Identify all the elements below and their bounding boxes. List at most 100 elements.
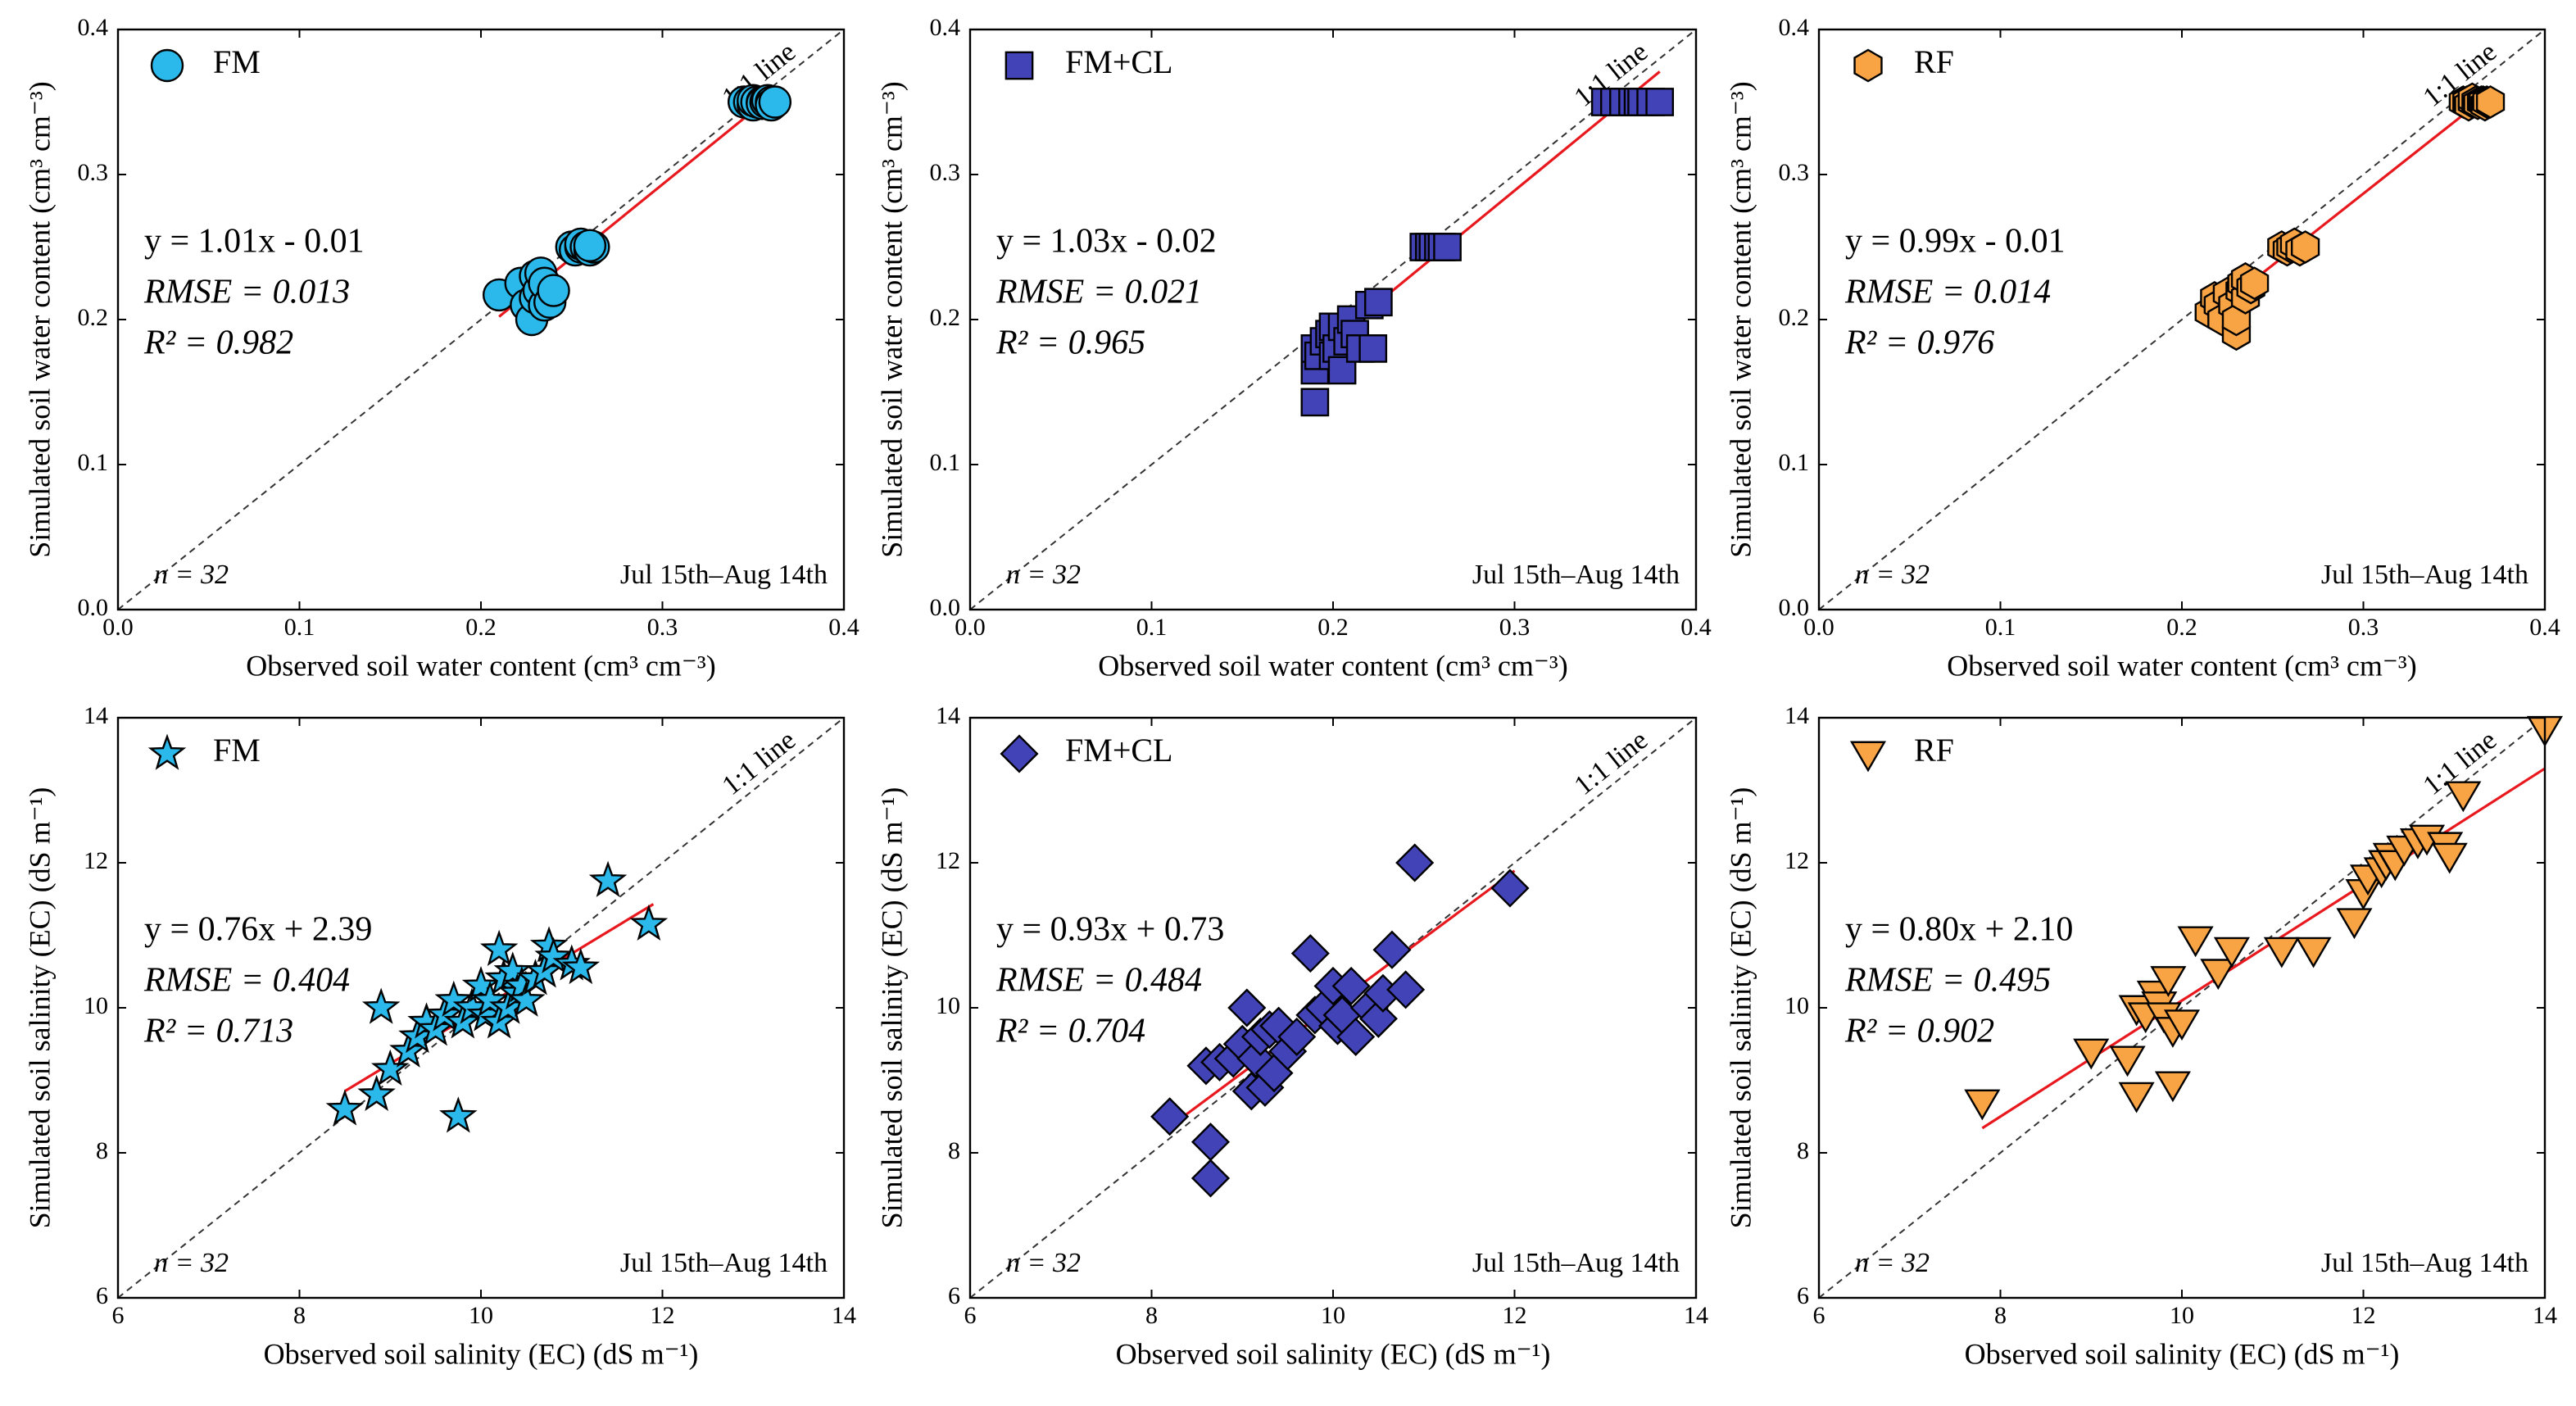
y-tick-label: 10 <box>84 992 108 1019</box>
x-tick-label: 0.1 <box>284 614 315 641</box>
point <box>1336 1017 1376 1056</box>
x-tick-label: 0.1 <box>1136 614 1168 641</box>
x-tick-label: 0.1 <box>1985 614 2016 641</box>
reference-line <box>1818 717 2546 1299</box>
n-label: n = 32 <box>1855 1248 1930 1278</box>
legend-marker <box>150 48 184 83</box>
y-tick-label: 10 <box>1785 992 1809 1019</box>
plot-frame <box>1817 28 2547 611</box>
point <box>2290 230 2320 264</box>
x-tick-label: 10 <box>469 1302 493 1329</box>
point <box>470 980 510 1017</box>
point <box>537 274 570 307</box>
point <box>1190 1159 1231 1198</box>
point <box>1433 233 1462 261</box>
annotation: R² = 0.713 <box>143 1013 293 1050</box>
y-tick-label: 12 <box>84 847 108 874</box>
x-tick-label: 10 <box>2170 1302 2194 1329</box>
panel: 0.0 0.1 0.2 0.3 0.40.00.10.20.30.41:1 lineFM… <box>23 14 859 682</box>
point <box>588 860 628 897</box>
point <box>2154 1071 2191 1103</box>
y-tick-label: 14 <box>936 702 960 729</box>
y-tick-label: 0.4 <box>78 14 109 41</box>
annotation: R² = 0.982 <box>143 324 293 362</box>
y-tick-label: 0.4 <box>930 14 961 41</box>
legend-label: RF <box>1914 43 1954 80</box>
point <box>2213 937 2250 968</box>
y-axis-label: Simulated soil water content (cm³ cm⁻³) <box>23 81 56 557</box>
reference-line <box>1818 29 2546 610</box>
plot-frame <box>968 716 1698 1299</box>
point <box>758 85 792 119</box>
y-tick-label: 12 <box>936 847 960 874</box>
x-tick-label: 0.4 <box>828 614 859 641</box>
n-label: n = 32 <box>154 1248 229 1278</box>
point <box>2239 266 2270 301</box>
period: Jul 15th–Aug 14th <box>2321 560 2528 590</box>
x-tick-label: 14 <box>1684 1302 1708 1329</box>
point <box>1364 288 1393 317</box>
point <box>439 1096 478 1133</box>
legend-marker <box>1849 741 1887 773</box>
reference-label: 1:1 line <box>1569 725 1654 801</box>
y-axis-label: Simulated soil water content (cm³ cm⁻³) <box>875 81 908 557</box>
panel: 6 8 10 12 14 6 8 10 12 14 1:1 line FM y = 0.76x + 2.… <box>23 702 856 1370</box>
fit-line <box>1981 767 2546 1130</box>
y-axis-label: Simulated soil salinity (EC) (dS m⁻¹) <box>1724 787 1757 1229</box>
point <box>1386 970 1426 1009</box>
point <box>561 947 601 985</box>
point <box>1227 988 1267 1027</box>
y-tick-label: 6 <box>948 1282 960 1309</box>
annotation: RMSE = 0.484 <box>995 962 1202 1000</box>
legend-label: FM <box>213 732 261 769</box>
x-tick-label: 0.2 <box>2166 614 2197 641</box>
x-tick-label: 0.3 <box>2348 614 2379 641</box>
n-label: n = 32 <box>1006 560 1081 590</box>
annotation: RMSE = 0.013 <box>143 274 350 311</box>
y-axis-label: Simulated soil water content (cm³ cm⁻³) <box>1724 81 1757 557</box>
annotation: R² = 0.902 <box>1844 1013 1994 1050</box>
x-tick-label: 12 <box>1503 1302 1527 1329</box>
y-tick-label: 14 <box>1785 702 1809 729</box>
y-tick-label: 8 <box>948 1137 960 1164</box>
legend-marker <box>1000 734 1039 773</box>
period: Jul 15th–Aug 14th <box>1472 1248 1680 1278</box>
x-tick-label: 0.0 <box>102 614 134 641</box>
x-axis-label: Observed soil water content (cm³ cm⁻³) <box>1098 649 1567 682</box>
point <box>2150 966 2187 997</box>
x-axis-label: Observed soil salinity (EC) (dS m⁻¹) <box>1116 1337 1551 1370</box>
panel: 0.0 0.1 0.2 0.3 0.40.00.10.20.30.41:1 lineRF… <box>1724 14 2560 682</box>
point <box>325 1089 365 1126</box>
point <box>2295 937 2332 968</box>
n-label: n = 32 <box>154 560 229 590</box>
y-tick-label: 10 <box>936 992 960 1019</box>
x-tick-label: 0.0 <box>1803 614 1834 641</box>
point <box>534 937 573 973</box>
plot-frame <box>968 28 1698 611</box>
x-tick-label: 0.2 <box>465 614 497 641</box>
x-tick-label: 6 <box>964 1302 977 1329</box>
point <box>2431 842 2468 874</box>
x-tick-label: 0.0 <box>955 614 986 641</box>
legend-label: FM+CL <box>1065 43 1172 80</box>
y-tick-label: 0.3 <box>930 159 961 186</box>
y-tick-label: 0.0 <box>930 594 961 621</box>
point <box>573 229 607 262</box>
point <box>1300 388 1330 417</box>
point <box>461 965 501 1003</box>
plot-frame <box>1817 716 2547 1299</box>
point <box>2263 937 2300 968</box>
point <box>2445 781 2482 813</box>
point <box>2336 908 2373 940</box>
point <box>1372 930 1412 969</box>
x-tick-label: 10 <box>1321 1302 1345 1329</box>
annotation: y = 0.76x + 2.39 <box>144 911 372 949</box>
y-tick-label: 0.1 <box>78 449 109 476</box>
x-tick-label: 6 <box>1813 1302 1825 1329</box>
point <box>629 904 669 941</box>
x-tick-label: 6 <box>112 1302 125 1329</box>
annotation: R² = 0.704 <box>995 1013 1145 1050</box>
x-tick-label: 12 <box>2352 1302 2376 1329</box>
